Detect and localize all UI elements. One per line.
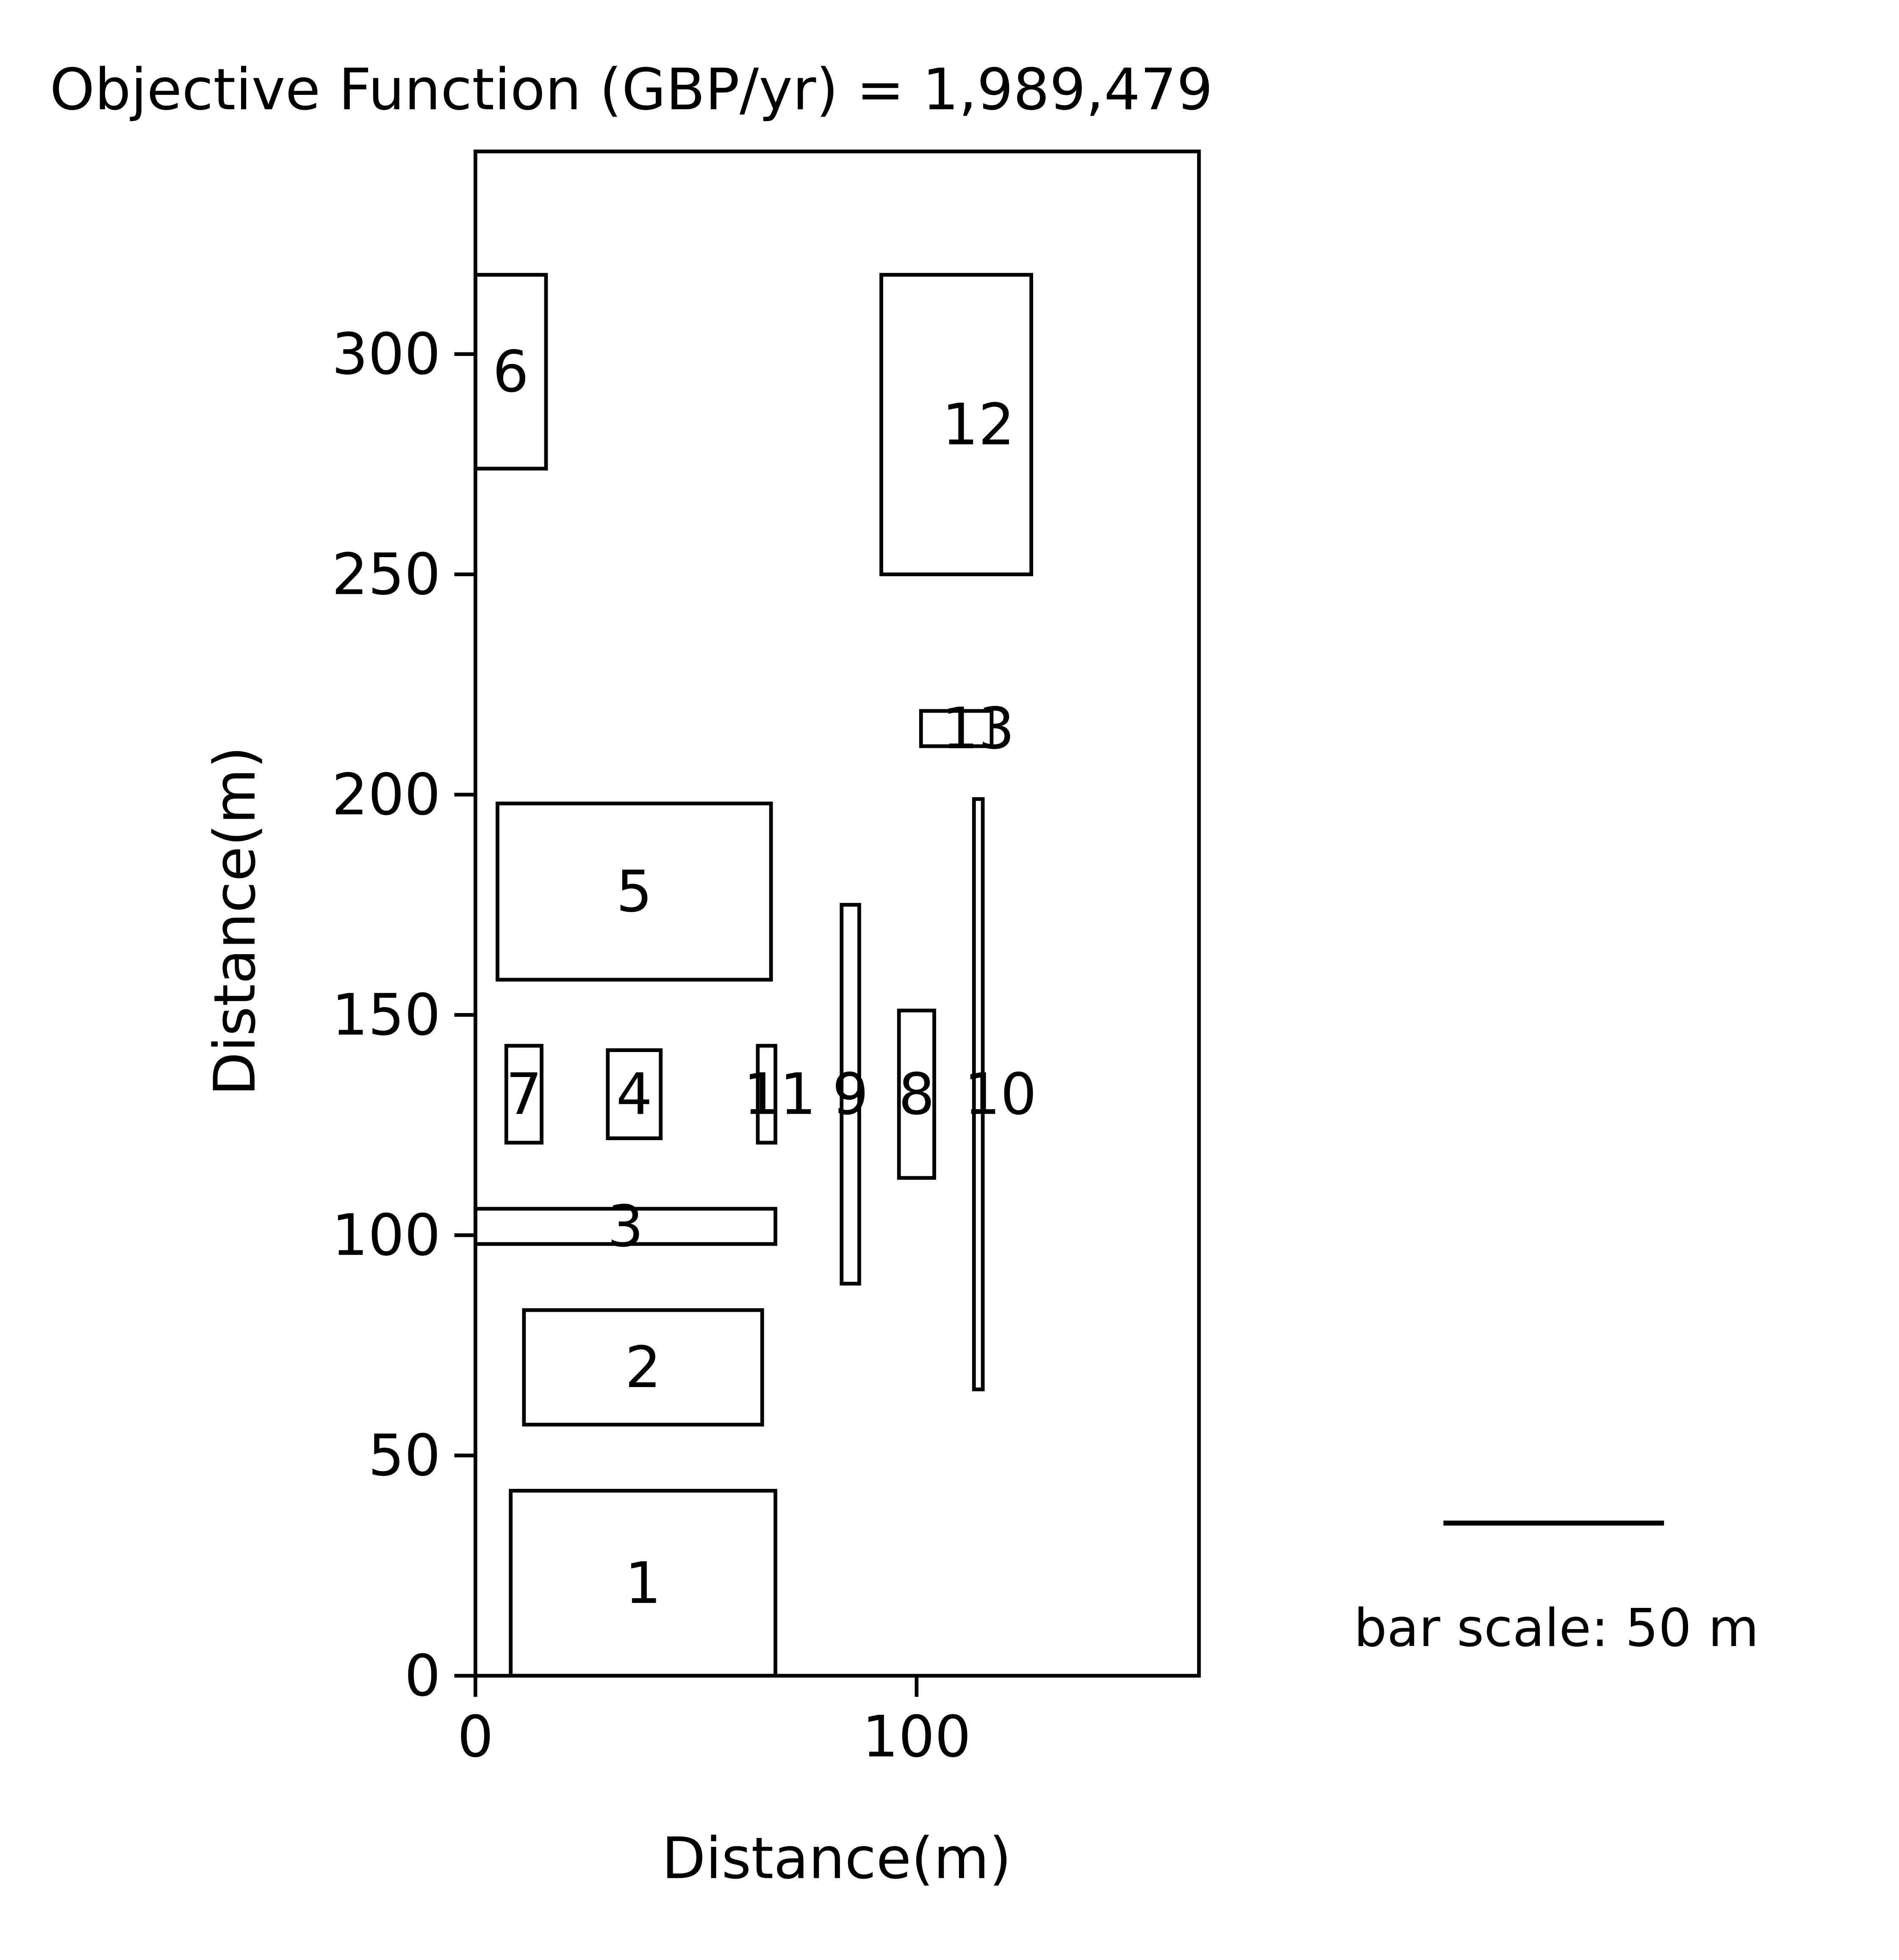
- facility-11-outline: [756, 1044, 777, 1145]
- facility-9-label: 9: [832, 1061, 869, 1127]
- facility-12-outline: [879, 273, 1034, 577]
- facility-7-label: 7: [506, 1061, 542, 1127]
- y-tick-label: 200: [332, 761, 441, 828]
- facility-2-outline: [522, 1308, 764, 1427]
- facilities-layer: [473, 273, 1034, 1678]
- facility-8-label: 8: [898, 1061, 935, 1127]
- y-tick-label: 100: [332, 1202, 441, 1269]
- facility-5-label: 5: [616, 858, 652, 925]
- facility-3-label: 3: [607, 1193, 644, 1260]
- facility-10-label: 10: [964, 1061, 1037, 1127]
- x-axis-label: Distance(m): [662, 1825, 1012, 1892]
- y-tick-label: 0: [405, 1643, 441, 1709]
- y-tick-label: 250: [332, 541, 441, 608]
- y-axis-ticks: 0 50 100 150 200 250 300: [332, 321, 476, 1709]
- facility-12-label: 12: [942, 391, 1015, 458]
- facility-6-label: 6: [493, 339, 529, 405]
- site-boundary: [473, 150, 1201, 1678]
- y-tick-label: 50: [368, 1422, 441, 1489]
- y-tick-label: 150: [332, 982, 441, 1048]
- facility-7-outline: [504, 1044, 543, 1145]
- facility-13-outline: [919, 709, 994, 748]
- y-axis-label: Distance(m): [202, 746, 268, 1096]
- x-tick-label: 0: [457, 1704, 493, 1770]
- x-tick-label: 100: [862, 1704, 971, 1770]
- facility-3-outline: [473, 1207, 777, 1246]
- facility-4-outline: [606, 1048, 663, 1140]
- facility-8-outline: [897, 1008, 936, 1180]
- facility-5-outline: [496, 801, 773, 982]
- chart-title: Objective Function (GBP/yr) = 1,989,479: [50, 56, 1213, 123]
- facility-9-outline: [840, 903, 861, 1286]
- facility-13-label: 13: [942, 695, 1015, 762]
- facility-6-outline: [473, 273, 548, 471]
- facility-2-label: 2: [625, 1334, 661, 1401]
- x-axis-ticks: 0 100: [457, 1676, 971, 1770]
- facility-1-label: 1: [625, 1550, 661, 1616]
- scale-bar-label: bar scale: 50 m: [1354, 1598, 1759, 1659]
- facility-1-outline: [509, 1488, 777, 1678]
- facility-11-label: 11: [743, 1061, 816, 1127]
- facility-4-label: 4: [616, 1061, 652, 1127]
- facility-10-outline: [972, 797, 985, 1391]
- y-tick-label: 300: [332, 321, 441, 387]
